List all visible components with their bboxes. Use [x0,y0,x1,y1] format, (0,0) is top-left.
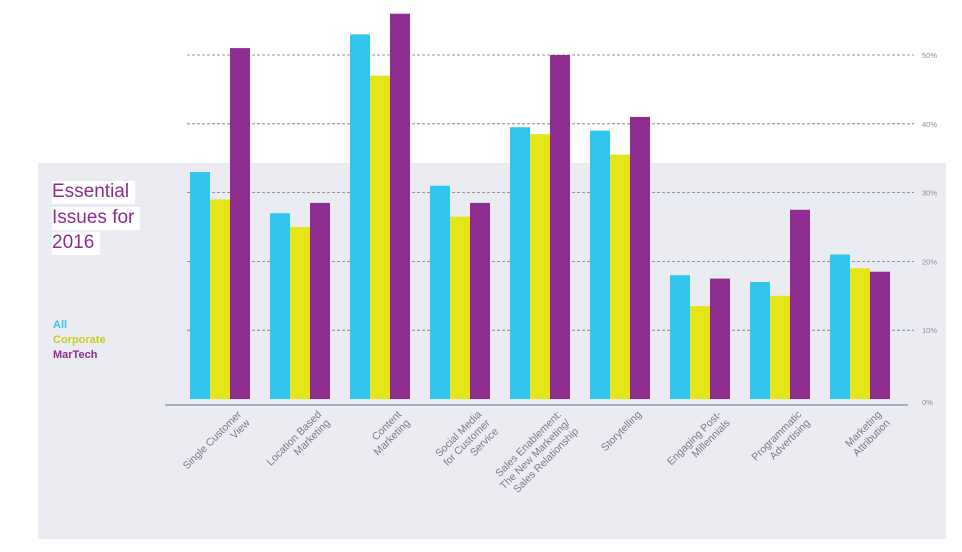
bar-all-7 [670,275,690,399]
bar-all-3 [350,34,370,400]
y-tick-label-40: 40% [922,120,937,129]
bar-corporate-8 [770,295,790,399]
bar-corporate-4 [450,216,470,399]
bar-martech-1 [230,48,250,400]
bar-martech-4 [470,202,490,399]
y-tick-label-50: 50% [922,51,937,60]
category-label-6: Storytelling [599,409,644,454]
bar-corporate-5 [530,134,550,399]
bar-martech-5 [550,55,570,399]
category-label-7: Engaging Post-Millennials [665,408,733,468]
bar-corporate-2 [290,227,310,399]
bar-all-9 [830,254,850,399]
bar-all-6 [590,130,610,399]
bar-martech-2 [310,202,330,399]
y-tick-label-30: 30% [922,189,937,198]
bar-corporate-9 [850,268,870,399]
bar-all-4 [430,185,450,399]
bar-martech-3 [390,13,410,399]
y-tick-label-20: 20% [922,257,937,266]
category-label-line: Storytelling [599,409,644,454]
bar-martech-9 [870,271,890,399]
category-label-5: Sales Enablement:The New Marketing/Sales… [493,409,581,496]
legend-item-martech: MarTech [53,349,98,361]
legend-item-corporate: Corporate [53,334,106,346]
bar-all-5 [510,127,530,400]
bar-martech-6 [630,116,650,400]
bar-martech-7 [710,278,730,399]
bar-corporate-1 [210,199,230,399]
bar-corporate-6 [610,154,630,399]
title-line-1: Essential [52,181,136,204]
y-tick-label-0: 0% [922,398,933,407]
y-tick-label-10: 10% [922,326,937,335]
bar-corporate-7 [690,306,710,399]
bar-all-2 [270,213,290,399]
bar-all-1 [190,171,210,399]
title-line-2: Issues for [52,207,141,230]
legend-item-all: All [53,319,68,331]
title-line-3: 2016 [52,232,101,255]
bar-corporate-3 [370,75,390,399]
bar-all-8 [750,282,770,399]
bar-martech-8 [790,209,810,399]
